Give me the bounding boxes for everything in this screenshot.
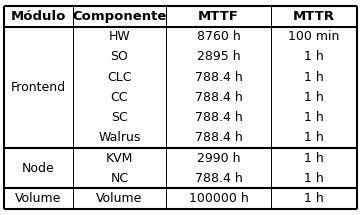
Text: 100 min: 100 min [288, 30, 340, 43]
Text: 1 h: 1 h [304, 91, 324, 104]
Text: Volume: Volume [15, 192, 61, 205]
Text: SC: SC [111, 111, 128, 124]
Text: 1 h: 1 h [304, 51, 324, 63]
Text: 1 h: 1 h [304, 111, 324, 124]
Text: Walrus: Walrus [98, 131, 141, 144]
Text: 2895 h: 2895 h [197, 51, 240, 63]
Text: 2990 h: 2990 h [197, 152, 240, 164]
Text: KVM: KVM [106, 152, 133, 164]
Text: Frontend: Frontend [10, 81, 66, 94]
Text: 100000 h: 100000 h [189, 192, 248, 205]
Text: 788.4 h: 788.4 h [195, 91, 242, 104]
Text: 1 h: 1 h [304, 192, 324, 205]
Text: 8760 h: 8760 h [197, 30, 240, 43]
Text: 1 h: 1 h [304, 131, 324, 144]
Text: 788.4 h: 788.4 h [195, 172, 242, 185]
Text: CC: CC [111, 91, 128, 104]
Text: Componente: Componente [72, 10, 167, 23]
Text: Node: Node [22, 162, 55, 175]
Text: MTTR: MTTR [293, 10, 335, 23]
Text: 788.4 h: 788.4 h [195, 111, 242, 124]
Text: SO: SO [110, 51, 129, 63]
Text: MTTF: MTTF [198, 10, 239, 23]
Text: CLC: CLC [107, 71, 132, 84]
Text: 788.4 h: 788.4 h [195, 131, 242, 144]
Text: NC: NC [110, 172, 129, 185]
Text: Volume: Volume [96, 192, 143, 205]
Text: HW: HW [109, 30, 130, 43]
Text: Módulo: Módulo [10, 10, 66, 23]
Text: 1 h: 1 h [304, 71, 324, 84]
Text: 1 h: 1 h [304, 172, 324, 185]
Text: 1 h: 1 h [304, 152, 324, 164]
Text: 788.4 h: 788.4 h [195, 71, 242, 84]
